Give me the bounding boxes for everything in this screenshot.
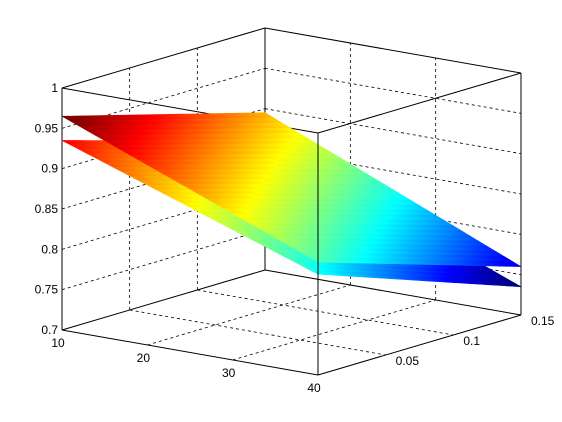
box-edge <box>264 269 522 316</box>
y-tick-label: 0.15 <box>531 314 555 328</box>
backwall-gridline-z <box>264 67 522 114</box>
surface-1-patch <box>309 256 326 263</box>
floor-gridline-x <box>232 299 436 361</box>
x-tick-label: 10 <box>51 336 65 350</box>
z-tick-label: 1 <box>51 81 58 95</box>
z-tick-label: 0.85 <box>35 202 59 216</box>
surfaces <box>61 112 522 288</box>
z-tick-label: 0.7 <box>41 323 58 337</box>
box-edge <box>61 329 319 376</box>
z-tick-label: 0.8 <box>41 242 58 256</box>
sidewall-gridline-z <box>61 229 266 291</box>
floor-gridline-y <box>197 289 454 336</box>
box-edge <box>264 27 522 74</box>
box-edge <box>317 72 522 134</box>
z-tick-label: 0.75 <box>35 283 59 297</box>
surface-2-patch <box>309 269 326 275</box>
backwall-gridline-z <box>264 108 522 155</box>
tick-labels: 0.7 0.75 0.8 0.85 0.9 0.95 1 10 20 30 40 0.05 0.1 0.1… <box>35 81 555 395</box>
x-tick-label: 30 <box>222 366 236 380</box>
z-tick-label: 0.95 <box>35 121 59 135</box>
sidewall-gridline-z <box>61 67 266 129</box>
y-tick-label: 0.05 <box>396 354 420 368</box>
box-edge <box>317 314 522 376</box>
z-tick-label: 0.9 <box>41 162 58 176</box>
floor-gridline-x <box>147 284 351 346</box>
floor-gridline-y <box>129 309 386 356</box>
box-edge <box>61 27 266 89</box>
x-tick-label: 40 <box>307 381 321 395</box>
box-edge <box>61 269 266 331</box>
y-tick-label: 0.1 <box>463 334 480 348</box>
x-tick-label: 20 <box>137 351 151 365</box>
